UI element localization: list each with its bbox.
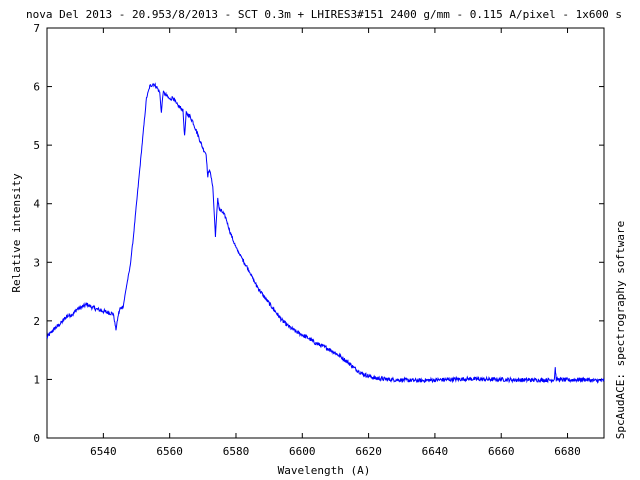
- y-tick-label: 3: [33, 256, 40, 269]
- x-tick-label: 6580: [223, 445, 250, 458]
- x-tick-label: 6600: [289, 445, 316, 458]
- x-tick-label: 6560: [156, 445, 183, 458]
- plot-frame: [46, 27, 605, 439]
- y-tick-label: 5: [33, 139, 40, 152]
- chart-title: nova Del 2013 - 20.953/8/2013 - SCT 0.3m…: [26, 8, 622, 21]
- axis-ticks: [47, 27, 604, 439]
- series-line: [46, 82, 605, 384]
- y-tick-label: 7: [33, 22, 40, 35]
- axis-tick-labels: 6540 6560 6580 6600 6620 6640 6660 6680 0 1 2 3 4 5 6 7: [33, 22, 580, 458]
- y-tick-label: 2: [33, 315, 40, 328]
- y-tick-label: 1: [33, 373, 40, 386]
- x-axis-label: Wavelength (A): [278, 464, 371, 477]
- software-credit-label: SpcAudACE: spectrography software: [614, 221, 627, 440]
- x-tick-label: 6660: [488, 445, 515, 458]
- x-tick-label: 6540: [90, 445, 117, 458]
- x-tick-label: 6620: [355, 445, 382, 458]
- y-tick-label: 4: [33, 198, 40, 211]
- y-tick-label: 6: [33, 81, 40, 94]
- x-tick-label: 6680: [554, 445, 581, 458]
- x-tick-label: 6640: [422, 445, 449, 458]
- y-axis-label: Relative intensity: [10, 173, 23, 293]
- y-tick-label: 0: [33, 432, 40, 445]
